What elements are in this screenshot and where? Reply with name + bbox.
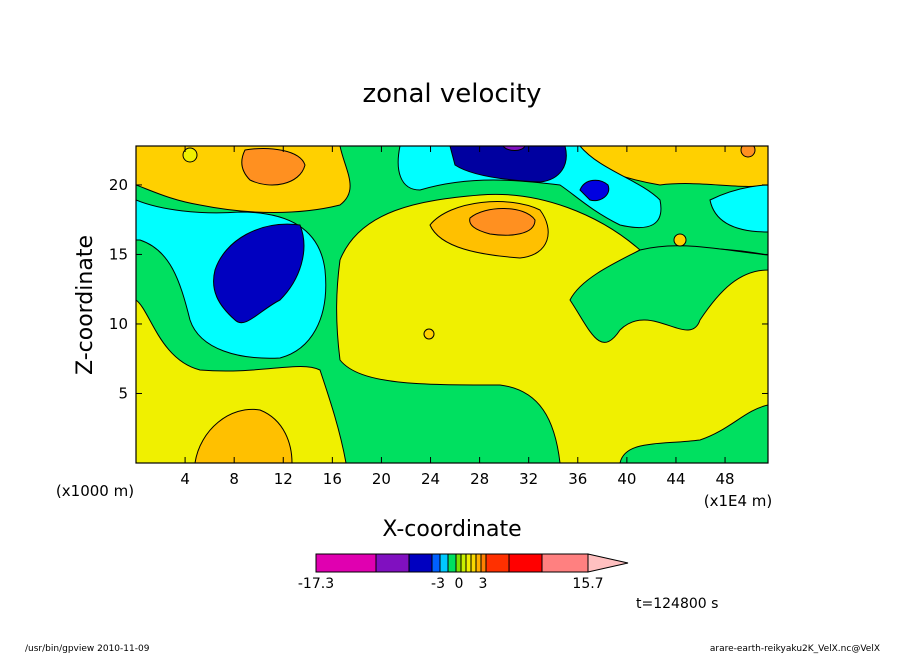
colorbar-tick-label: -17.3 bbox=[298, 576, 334, 592]
x-axis-label: X-coordinate bbox=[382, 517, 521, 542]
x-tick-label: 16 bbox=[323, 470, 342, 488]
plot-frame bbox=[135, 145, 769, 464]
colorbar-tick-labels: -17.3 -3 0 3 15.7 bbox=[298, 576, 604, 592]
blob-small-1 bbox=[673, 233, 687, 247]
footer-left: /usr/bin/gpview 2010-11-09 bbox=[25, 644, 150, 654]
time-label: t=124800 s bbox=[636, 596, 718, 612]
y-tick-label: 5 bbox=[118, 384, 128, 402]
colorbar-segment bbox=[541, 553, 589, 573]
chart-title: zonal velocity bbox=[362, 79, 541, 109]
orange-bottom-left bbox=[194, 408, 293, 463]
blue-small bbox=[579, 179, 610, 202]
blob-small-4 bbox=[740, 146, 756, 158]
contour-field bbox=[136, 146, 768, 463]
colorbar-segment bbox=[480, 553, 487, 573]
orange-central-core bbox=[469, 208, 536, 236]
y-tick-label: 10 bbox=[109, 315, 128, 333]
y-axis-label: Z-coordinate bbox=[73, 235, 98, 375]
green-inner bbox=[569, 245, 768, 343]
x-tick-label: 20 bbox=[372, 470, 391, 488]
colorbar-segment bbox=[375, 553, 410, 573]
x-tick-label: 12 bbox=[274, 470, 293, 488]
x-tick-label: 48 bbox=[716, 470, 735, 488]
x-tick-label: 44 bbox=[666, 470, 685, 488]
colorbar-tick-label: -3 bbox=[431, 576, 445, 592]
x-tick-label: 24 bbox=[421, 470, 440, 488]
x-tick-label: 4 bbox=[180, 470, 190, 488]
top-orange-left bbox=[241, 148, 306, 186]
footer-right: arare-earth-reikyaku2K_VelX.nc@VelX bbox=[710, 644, 880, 654]
colorbar-tick-label: 0 bbox=[455, 576, 464, 592]
green-bottom-right bbox=[619, 404, 768, 463]
colorbar-segment bbox=[475, 553, 482, 573]
y-tick-label: 15 bbox=[109, 245, 128, 263]
x-tick-label: 8 bbox=[229, 470, 239, 488]
colorbar-segment bbox=[465, 553, 472, 573]
colorbar-segment bbox=[408, 553, 433, 573]
colorbar-segment bbox=[431, 553, 441, 573]
x-tick-label: 32 bbox=[519, 470, 538, 488]
colorbar-tick-label: 15.7 bbox=[572, 576, 603, 592]
colorbar-segment bbox=[315, 553, 377, 573]
colorbar-segment bbox=[447, 553, 457, 573]
x-tick-label: 36 bbox=[568, 470, 587, 488]
z-unit-label: (x1E4 m) bbox=[704, 492, 773, 510]
yellow-left-band bbox=[136, 299, 347, 463]
blob-small-2 bbox=[423, 328, 435, 340]
colorbar-segment bbox=[460, 553, 467, 573]
colorbar-segment bbox=[485, 553, 510, 573]
navy-top-center bbox=[449, 146, 567, 183]
cyan-right bbox=[709, 184, 768, 233]
colorbar-segment bbox=[439, 553, 449, 573]
y-axis-ticks: 5 10 15 20 bbox=[109, 176, 768, 402]
blob-small-3 bbox=[182, 147, 198, 163]
colorbar-tick-label: 3 bbox=[479, 576, 488, 592]
x-unit-label: (x1000 m) bbox=[56, 482, 134, 500]
x-tick-label: 28 bbox=[470, 470, 489, 488]
colorbar-segment bbox=[508, 553, 543, 573]
x-axis-ticks: 4 8 12 16 20 24 28 32 36 40 44 48 bbox=[180, 146, 735, 488]
colorbar-arrow bbox=[587, 553, 629, 573]
blue-left-core bbox=[213, 223, 305, 323]
colorbar-segment bbox=[455, 553, 462, 573]
colorbar bbox=[315, 553, 629, 573]
y-tick-label: 20 bbox=[109, 176, 128, 194]
x-tick-label: 40 bbox=[617, 470, 636, 488]
colorbar-segment bbox=[470, 553, 477, 573]
